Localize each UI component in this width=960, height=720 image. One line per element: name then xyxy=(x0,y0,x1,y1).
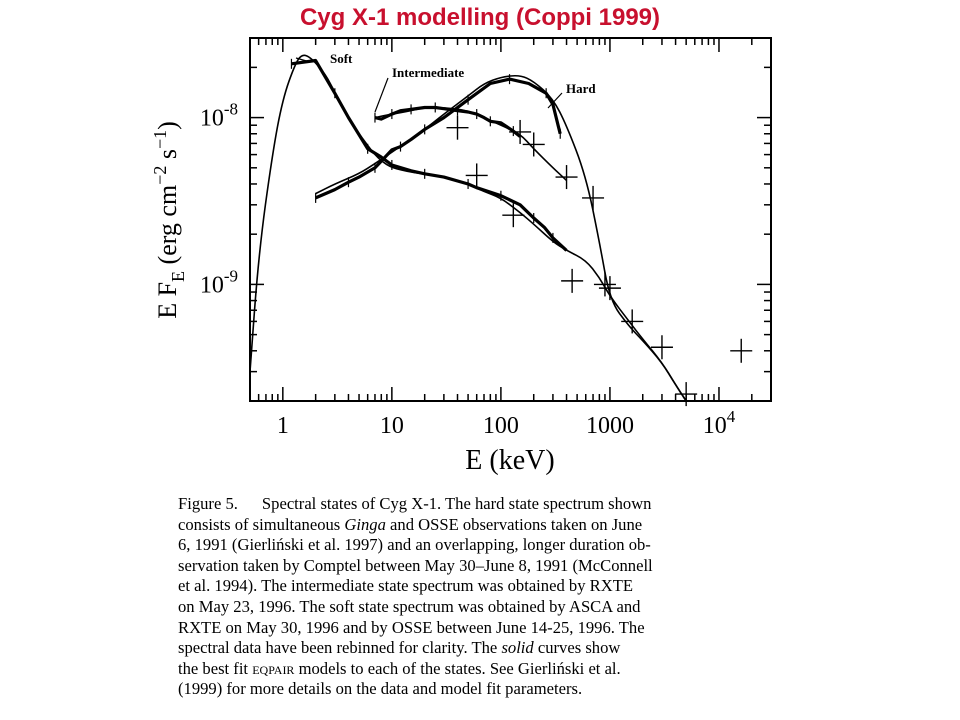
annotation-pointer-soft xyxy=(295,57,311,63)
y-tick-label: 10-9 xyxy=(200,266,238,298)
caption-line: consists of simultaneous Ginga and OSSE … xyxy=(178,515,798,536)
annotation-pointer-hard xyxy=(547,92,563,109)
caption-figure-label: Figure 5. xyxy=(178,494,238,513)
plot-frame xyxy=(249,37,772,402)
error-cross xyxy=(621,309,644,334)
x-tick-label: 10 xyxy=(380,413,404,439)
error-cross xyxy=(509,119,532,144)
x-tick-label: 104 xyxy=(703,407,736,439)
error-cross xyxy=(650,335,673,360)
caption-line: et al. 1994). The intermediate state spe… xyxy=(178,576,633,596)
annotations: Soft Intermediate Hard xyxy=(295,51,596,113)
caption-text: the best fit xyxy=(178,658,253,678)
caption-text: consists of simultaneous xyxy=(178,514,345,534)
model-curves xyxy=(249,54,687,402)
error-cross xyxy=(446,115,469,140)
caption-smallcaps: eqpair xyxy=(252,658,295,678)
error-cross xyxy=(555,165,578,190)
caption-text: curves show xyxy=(533,638,621,658)
error-cross xyxy=(561,268,584,293)
x-tick-label: 1 xyxy=(277,413,289,439)
y-axis-label: E FE (erg cm−2 s−1) xyxy=(150,121,188,319)
error-cross xyxy=(675,382,698,407)
x-tick-label: 100 xyxy=(483,413,519,439)
annotation-intermediate: Intermediate xyxy=(392,65,464,80)
caption-text: spectral data have been rebinned for cla… xyxy=(178,638,502,658)
error-cross xyxy=(598,276,621,301)
error-cross xyxy=(522,132,545,157)
annotation-pointer-intermediate xyxy=(374,77,389,113)
caption-line: (1999) for more details on the data and … xyxy=(178,679,583,699)
caption-text: and OSSE observations taken on June xyxy=(385,514,643,534)
data-trace-soft xyxy=(291,58,568,252)
caption-line: RXTE on May 30, 1996 and by OSSE between… xyxy=(178,617,645,637)
tick-labels: 1 10 100 1000 104 10-9 10-8 xyxy=(200,100,736,439)
data-trace-intermediate xyxy=(374,105,522,138)
caption-line: Figure 5. Spectral states of Cyg X-1. The… xyxy=(178,494,798,515)
spectrum-chart: 1 10 100 1000 104 10-9 10-8 Soft Intermediate Ha… xyxy=(150,37,772,476)
annotation-soft: Soft xyxy=(330,51,353,66)
model-curve-soft xyxy=(249,54,687,402)
data-points xyxy=(290,58,568,252)
caption-line: servation taken by Comptel between May 3… xyxy=(178,555,653,575)
x-axis-label: E (keV) xyxy=(465,445,554,476)
figure-caption: Figure 5. Spectral states of Cyg X-1. The… xyxy=(178,494,798,700)
slide-title: Cyg X-1 modelling (Coppi 1999) xyxy=(299,4,661,31)
error-cross xyxy=(593,272,616,297)
axis-ticks xyxy=(249,38,772,402)
error-cross xyxy=(465,163,488,188)
x-tick-label: 1000 xyxy=(586,413,634,439)
error-cross xyxy=(582,185,605,210)
error-crosses xyxy=(446,115,753,407)
error-cross xyxy=(502,203,525,228)
caption-line: 6, 1991 (Gierliński et al. 1997) and an … xyxy=(178,535,651,555)
caption-text: models to each of the states. See Gierli… xyxy=(294,658,621,678)
caption-line: the best fit eqpair models to each of th… xyxy=(178,659,798,680)
caption-text: Spectral states of Cyg X-1. The hard sta… xyxy=(261,494,652,513)
error-cross xyxy=(730,338,753,363)
caption-italic: solid xyxy=(501,638,534,658)
annotation-hard: Hard xyxy=(566,81,596,96)
caption-line: spectral data have been rebinned for cla… xyxy=(178,638,798,659)
y-tick-label: 10-8 xyxy=(200,100,238,132)
caption-line: on May 23, 1996. The soft state spectrum… xyxy=(178,596,641,616)
caption-italic: Ginga xyxy=(344,514,386,534)
